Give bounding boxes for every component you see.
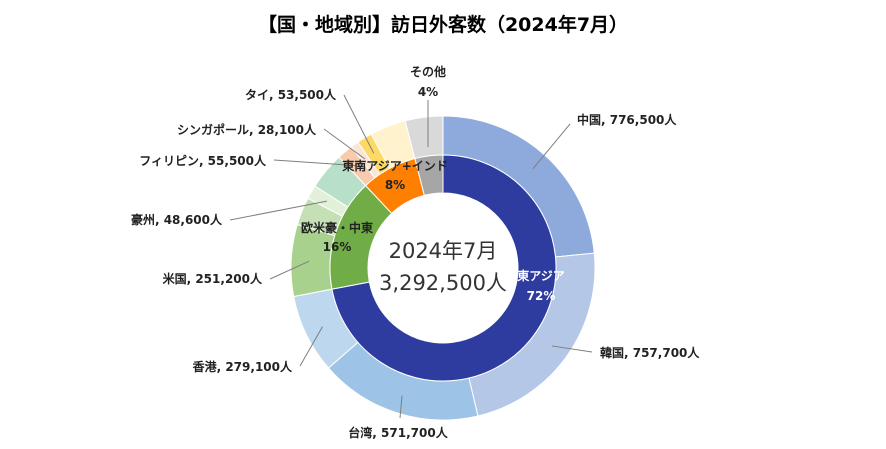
inner-group-share-2: 8% (385, 178, 405, 192)
leader-line-11 (343, 94, 375, 154)
leader-lines (229, 94, 593, 419)
outer-data-label-1: 韓国, 757,700人 (600, 345, 700, 360)
center-period-label: 2024年7月 (389, 239, 498, 263)
outer-data-label-3: 香港, 279,100人 (192, 359, 293, 374)
chart-title: 【国・地域別】訪日外客数（2024年7月） (257, 14, 629, 36)
outer-data-label-9: フィリピン, 55,500人 (139, 153, 267, 168)
leader-line-10 (323, 128, 366, 160)
inner-group-name-2: 東南アジア+インド (342, 158, 448, 173)
inner-labels: 東アジア 72% 欧米豪・中東 16% 東南アジア+インド 8% その他 4% (301, 64, 565, 303)
leader-line-5 (269, 260, 310, 280)
outer-data-label-7: 豪州, 48,600人 (131, 212, 223, 227)
outer-ring (290, 115, 596, 421)
center-total-label: 3,292,500人 (379, 271, 507, 295)
inner-group-name-3: その他 (410, 64, 446, 79)
outer-data-label-11: タイ, 53,500人 (245, 87, 337, 102)
leader-line-7 (229, 200, 327, 221)
leader-line-3 (299, 326, 323, 367)
inner-group-share-0: 72% (527, 289, 556, 303)
outer-data-label-10: シンガポール, 28,100人 (177, 122, 317, 137)
leader-line-2 (399, 395, 403, 419)
inner-slice-3 (414, 154, 444, 196)
inner-group-share-1: 16% (323, 240, 352, 254)
inner-group-name-0: 東アジア (517, 268, 565, 283)
outer-data-label-0: 中国, 776,500人 (577, 112, 677, 127)
inner-ring (329, 154, 557, 382)
leader-line-1 (551, 345, 593, 353)
outer-slice-5 (290, 223, 336, 298)
leader-line-0 (532, 123, 571, 170)
leader-line-9 (273, 159, 357, 167)
outer-data-label-2: 台湾, 571,700人 (348, 425, 448, 440)
outer-data-label-5: 米国, 251,200人 (163, 271, 263, 286)
inner-group-share-3: 4% (418, 85, 438, 99)
inner-slice-0 (331, 154, 557, 382)
inner-group-name-1: 欧米豪・中東 (301, 220, 373, 235)
